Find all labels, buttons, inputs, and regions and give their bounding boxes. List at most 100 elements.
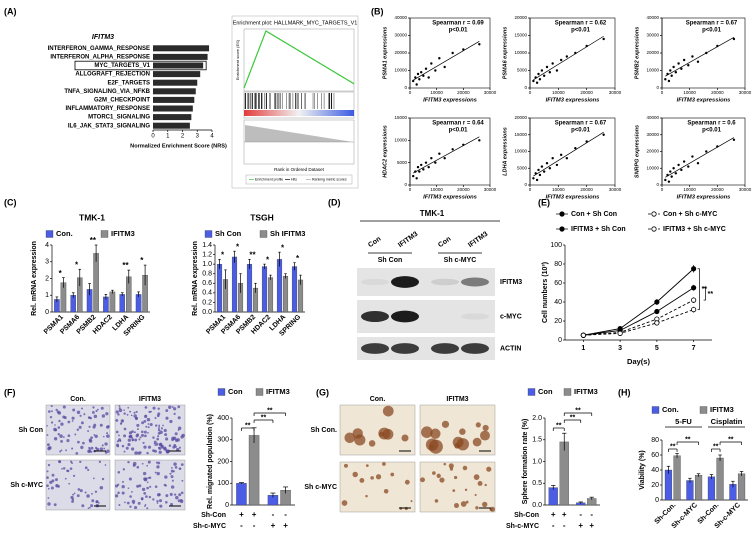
band [361, 278, 389, 286]
cell [79, 460, 82, 464]
row-label: Sh-Con [201, 512, 226, 519]
point [443, 157, 446, 160]
cell [58, 460, 62, 464]
cell [57, 426, 61, 429]
cell [57, 485, 60, 488]
cell [53, 503, 57, 507]
y-tick-label: 0 [656, 85, 659, 90]
image-row-label: Sh Con [19, 427, 44, 434]
category-label: G2M_CHECKPOINT [94, 97, 150, 103]
cell [486, 466, 492, 472]
cell [382, 462, 386, 466]
trendline [413, 136, 480, 174]
cell [163, 428, 167, 433]
point [565, 55, 569, 58]
y-tick-label: 1.4 [202, 242, 212, 249]
cell [171, 479, 174, 482]
bar [246, 263, 253, 313]
y-tick-label: 0.4 [202, 290, 212, 297]
cell [159, 430, 163, 434]
cell [84, 491, 87, 494]
cell [390, 472, 395, 477]
point [451, 51, 454, 55]
cell [59, 450, 62, 453]
cell [156, 465, 160, 469]
significance: ** [249, 250, 256, 259]
gsea-xlabel: Rank in Ordered Dataset [274, 167, 325, 172]
cell [71, 462, 73, 464]
cell [404, 479, 410, 485]
cell [365, 464, 369, 468]
x-tick-label: 5 [655, 345, 659, 352]
cell [104, 451, 108, 454]
cell [147, 460, 151, 464]
image-column-label: Con. [370, 396, 386, 403]
y-tick-label: 20000 [514, 15, 527, 20]
cell [99, 423, 103, 427]
band [461, 343, 489, 354]
bar [737, 473, 746, 501]
significance: ** [685, 436, 691, 443]
cell [156, 437, 160, 441]
cell [98, 502, 100, 504]
cell [158, 426, 161, 428]
y-tick-label: 30000 [646, 132, 659, 137]
cell [54, 424, 56, 426]
cell [170, 469, 174, 473]
x-tick-label: 10000 [552, 187, 565, 192]
series-line [583, 287, 694, 336]
cell [115, 418, 119, 422]
y-tick-label: 0.8 [202, 271, 212, 278]
y-tick-label: 0.0 [532, 502, 542, 509]
image-row-label: Sh c-MYC [304, 484, 337, 491]
point [670, 175, 673, 178]
marker [580, 332, 586, 338]
cell [66, 469, 70, 473]
cell [50, 421, 54, 424]
cell [174, 432, 178, 436]
cell [67, 434, 71, 438]
y-tick-label: 20000 [646, 50, 659, 55]
cell [170, 466, 173, 469]
y-tick-label: 2.0 [532, 415, 542, 422]
cell [152, 498, 155, 501]
trendline [413, 40, 480, 81]
category-label: INFLAMMATORY_RESPONSE [65, 106, 150, 112]
x-tick-label: 30000 [609, 187, 622, 192]
cell [129, 434, 133, 438]
point [427, 76, 430, 79]
cell [484, 483, 487, 487]
cell [156, 471, 160, 476]
y-tick-label: 0 [45, 309, 49, 316]
marker [654, 320, 660, 326]
x-tick-label: 10000 [683, 187, 696, 192]
cell [162, 446, 167, 450]
point [414, 76, 417, 79]
cell [54, 478, 58, 482]
panel-label: (F) [4, 387, 16, 397]
band [461, 277, 489, 287]
cell [58, 419, 61, 423]
cell [343, 463, 348, 468]
bar [153, 62, 204, 69]
bar [153, 105, 193, 112]
point [545, 162, 549, 165]
x-tick-label: 30000 [739, 90, 752, 95]
trendline [533, 131, 604, 177]
cell [165, 409, 169, 412]
cell [103, 447, 106, 450]
bar [276, 259, 283, 313]
cell [73, 492, 76, 495]
cell [105, 412, 109, 416]
point [535, 81, 539, 84]
marker [691, 285, 697, 291]
point [667, 79, 671, 83]
cell [115, 494, 119, 498]
cell [449, 467, 454, 471]
gsea-metric [245, 125, 353, 160]
band [431, 343, 459, 354]
cell [145, 425, 148, 428]
cell [46, 476, 49, 479]
cell [169, 472, 172, 475]
x-tick-label: 20000 [457, 90, 470, 95]
